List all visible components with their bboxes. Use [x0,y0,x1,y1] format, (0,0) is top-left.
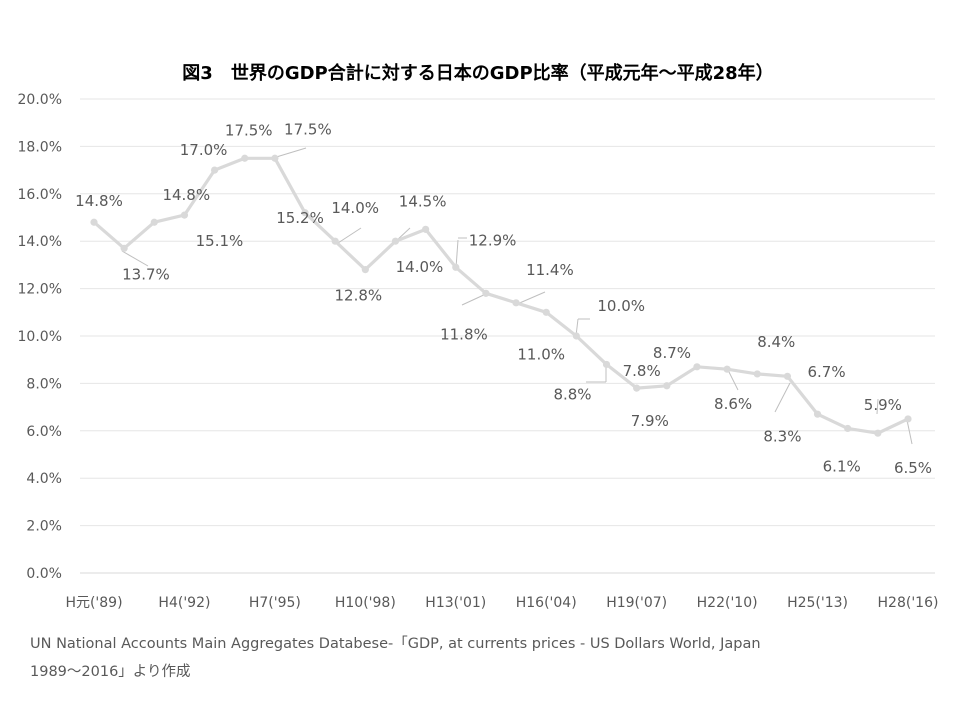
data-label: 6.5% [894,459,932,477]
data-label: 15.1% [196,232,244,250]
data-point [904,415,912,423]
data-point [422,225,430,233]
x-tick-label: H13('01) [425,595,486,611]
data-label: 15.2% [276,209,324,227]
data-point [150,218,158,226]
data-label: 8.6% [714,395,752,413]
data-point [874,429,882,437]
y-tick-label: 12.0% [18,282,62,298]
data-label: 12.8% [335,287,383,305]
data-label: 7.9% [631,412,669,430]
leader-line [121,250,149,267]
leader-line [272,147,307,159]
y-tick-label: 6.0% [26,424,62,440]
data-label: 17.5% [225,121,273,139]
series-line [92,156,910,435]
y-tick-label: 18.0% [18,139,62,155]
gridlines [80,98,935,574]
y-tick-label: 14.0% [18,234,62,250]
data-label: 14.0% [331,199,379,217]
x-axis-ticks: H元('89) H4('92) H7('95) H10('98) H13('01) H16… [65,595,938,611]
data-label: 6.1% [823,457,861,475]
data-point [361,266,369,274]
y-tick-label: 10.0% [18,329,62,345]
y-axis-ticks: 0.0% 2.0% 4.0% 6.0% 8.0% 10.0% 12.0% 14.0% 16.0%… [18,92,62,582]
y-tick-label: 8.0% [26,376,62,392]
data-label: 6.7% [808,363,846,381]
data-point [210,166,219,174]
leader-line [455,239,459,269]
data-label: 12.9% [469,231,517,249]
x-tick-label: H16('04) [516,595,577,611]
data-point [813,410,822,418]
data-label: 5.9% [864,396,902,414]
x-tick-label: H4('92) [158,595,210,611]
data-label: 10.0% [597,297,645,315]
data-label: 14.5% [399,192,447,210]
data-point [331,237,339,245]
data-label: 11.8% [440,325,488,343]
data-point [391,237,400,245]
data-point [572,332,580,340]
source-line-1: UN National Accounts Main Aggregates Dat… [30,636,761,652]
leader-line [337,227,362,244]
data-point [542,308,550,316]
data-label: 13.7% [122,265,170,283]
data-point [180,211,189,219]
y-tick-label: 0.0% [26,566,62,582]
source-note: UN National Accounts Main Aggregates Dat… [30,630,930,686]
data-point [783,372,792,380]
data-label: 14.0% [396,258,444,276]
data-point [301,209,309,217]
y-tick-label: 16.0% [18,187,62,203]
data-point [90,218,98,226]
y-tick-label: 2.0% [26,519,62,535]
x-tick-label: H7('95) [249,595,301,611]
y-tick-label: 4.0% [26,471,62,487]
chart-title: 図3 世界のGDP合計に対する日本のGDP比率（平成元年～平成28年） [182,62,773,84]
data-point [663,382,671,390]
data-point [482,289,490,297]
data-labels: 14.8% 13.7% 14.8% 15.1% 17.0% 17.5% 17.5% 15.2%… [75,120,932,477]
label-leader-lines [121,147,913,445]
data-label: 8.7% [653,344,691,362]
data-point [723,365,731,373]
data-point [693,363,701,371]
data-point [452,263,460,271]
x-tick-label: H10('98) [335,595,396,611]
x-tick-label: H19('07) [606,595,667,611]
data-point [241,154,249,162]
x-tick-label: H22('10) [697,595,758,611]
data-point [271,154,279,162]
data-label: 17.0% [180,141,228,159]
data-points [90,154,912,437]
y-tick-label: 20.0% [18,92,62,108]
data-label: 11.4% [526,261,574,279]
data-point [753,370,761,378]
leader-line [876,398,879,415]
leader-line [774,382,791,413]
data-label: 17.5% [284,120,332,138]
data-label: 14.8% [162,186,210,204]
series-line-layer [92,156,910,435]
data-point [844,424,852,433]
data-label: 8.3% [763,427,801,445]
data-point [512,299,520,307]
data-label: 11.0% [517,345,565,363]
data-point [633,384,641,392]
x-tick-label: H元('89) [65,595,122,611]
data-label: 14.8% [75,192,123,210]
data-point [602,360,611,369]
data-label: 8.8% [553,385,591,403]
source-line-2: 1989～2016」より作成 [30,664,191,680]
data-label: 7.8% [623,362,661,380]
leader-line [906,419,913,445]
x-tick-label: H25('13) [787,595,848,611]
data-point [120,244,128,252]
data-label: 8.4% [757,333,795,351]
x-tick-label: H28('16) [878,595,939,611]
